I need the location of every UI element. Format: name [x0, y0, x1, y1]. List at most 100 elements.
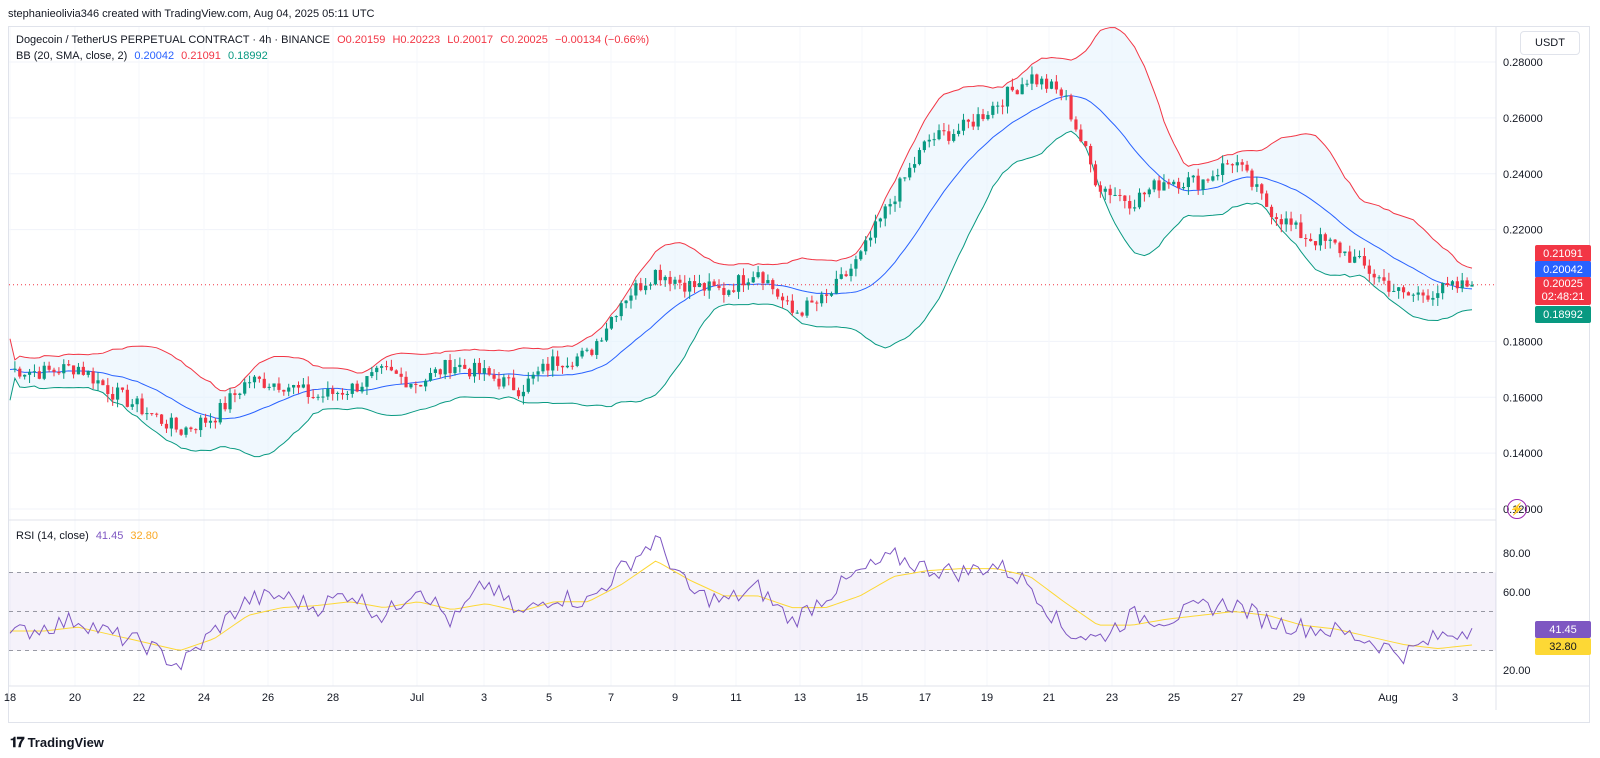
tradingview-logo[interactable]: 𝟏𝟕 TradingView — [10, 734, 104, 751]
candle-body — [1318, 234, 1323, 246]
candle-body — [1460, 280, 1464, 289]
candle-body — [1333, 239, 1337, 243]
candle-body — [570, 365, 574, 367]
candle-body — [208, 420, 213, 423]
bb-basis-badge: 0.20042 — [1535, 261, 1591, 278]
candle-body — [1069, 95, 1073, 120]
rsi-line — [9, 535, 1473, 671]
candle-body — [1093, 164, 1098, 186]
candle-body — [1206, 179, 1210, 181]
rsi-tick-label: 20.00 — [1503, 665, 1531, 677]
candle-body — [502, 377, 506, 387]
candle-body — [27, 371, 32, 375]
time-tick-label: 23 — [1106, 692, 1118, 704]
candle-body — [815, 302, 819, 304]
candle-body — [1025, 83, 1029, 85]
candle-body — [101, 380, 105, 386]
price-tick-label: 0.24000 — [1503, 169, 1543, 181]
time-tick-label: 29 — [1293, 692, 1305, 704]
candle-body — [321, 396, 325, 398]
price-tick-label: 0.22000 — [1503, 225, 1543, 237]
candle-body — [164, 423, 169, 429]
candle-body — [1035, 74, 1039, 85]
candle-body — [1245, 164, 1249, 171]
candle-body — [556, 356, 560, 366]
candle-body — [575, 356, 579, 366]
rsi-ma-value: 32.80 — [130, 530, 158, 542]
candle-body — [961, 119, 966, 131]
candles — [13, 66, 1474, 438]
candle-body — [952, 133, 956, 141]
bb-lower-value: 0.18992 — [227, 50, 268, 62]
candle-body — [521, 391, 526, 397]
candle-body — [1020, 84, 1024, 95]
rsi-band — [9, 572, 1496, 651]
candle-body — [458, 364, 462, 368]
price-tick-label: 0.26000 — [1503, 113, 1543, 125]
candle-body — [1221, 163, 1225, 175]
rsi-axis-ticks: 80.00 60.00 20.00 — [1503, 548, 1531, 677]
candle-body — [639, 283, 643, 291]
rsi-ma-line — [10, 560, 1473, 651]
candle-body — [722, 287, 726, 295]
candle-body — [688, 281, 692, 292]
candle-body — [663, 276, 667, 281]
candle-body — [365, 376, 369, 387]
candle-body — [727, 290, 731, 295]
candle-body — [71, 365, 76, 375]
candle-body — [1235, 162, 1239, 166]
bb-label: BB (20, SMA, close, 2) — [16, 50, 128, 62]
candle-body — [1079, 129, 1083, 142]
time-tick-label: Jul — [410, 692, 424, 704]
candle-body — [683, 282, 687, 292]
candle-body — [52, 369, 56, 372]
candle-body — [1377, 277, 1381, 279]
time-tick-label: 26 — [262, 692, 274, 704]
bar-countdown: 02:48:21 — [1541, 291, 1585, 303]
candle-body — [512, 377, 516, 391]
candle-body — [991, 105, 995, 115]
candle-body — [1353, 256, 1357, 263]
candle-body — [272, 383, 276, 387]
rsi-tick-label: 60.00 — [1503, 587, 1531, 599]
candle-body — [331, 388, 335, 394]
candle-body — [189, 427, 193, 430]
lightning-icon[interactable]: ⚡ — [1507, 499, 1527, 519]
candle-body — [1387, 280, 1391, 292]
candle-body — [150, 413, 154, 415]
candle-body — [1089, 146, 1093, 165]
candle-body — [971, 121, 975, 127]
candle-body — [917, 150, 922, 165]
currency-unit-button[interactable]: USDT — [1520, 31, 1580, 55]
candle-body — [1421, 292, 1425, 296]
candle-body — [903, 177, 907, 179]
candle-body — [604, 328, 609, 341]
time-tick-label: 17 — [919, 692, 931, 704]
candle-body — [702, 283, 706, 291]
candle-body — [824, 294, 829, 296]
candle-body — [340, 392, 345, 395]
candle-body — [790, 300, 794, 313]
candle-body — [62, 364, 66, 374]
candle-body — [96, 380, 100, 384]
symbol-legend[interactable]: Dogecoin / TetherUS PERPETUAL CONTRACT ·… — [16, 34, 653, 46]
candle-body — [326, 388, 330, 397]
candle-body — [199, 417, 203, 431]
candle-body — [1397, 287, 1401, 291]
candle-body — [296, 385, 301, 388]
candle-body — [800, 312, 804, 316]
time-tick-label: 5 — [546, 692, 552, 704]
bb-legend[interactable]: BB (20, SMA, close, 2) 0.20042 0.21091 0… — [16, 50, 272, 62]
candle-body — [179, 429, 183, 435]
rsi-legend[interactable]: RSI (14, close) 41.45 32.80 — [16, 530, 162, 542]
candle-body — [404, 376, 408, 388]
candle-body — [1309, 238, 1313, 242]
candle-body — [634, 283, 638, 296]
candle-body — [477, 362, 482, 374]
candle-body — [1059, 89, 1063, 96]
candle-body — [673, 279, 677, 284]
candle-body — [536, 371, 540, 375]
candle-body — [443, 359, 447, 375]
candle-body — [282, 389, 286, 392]
